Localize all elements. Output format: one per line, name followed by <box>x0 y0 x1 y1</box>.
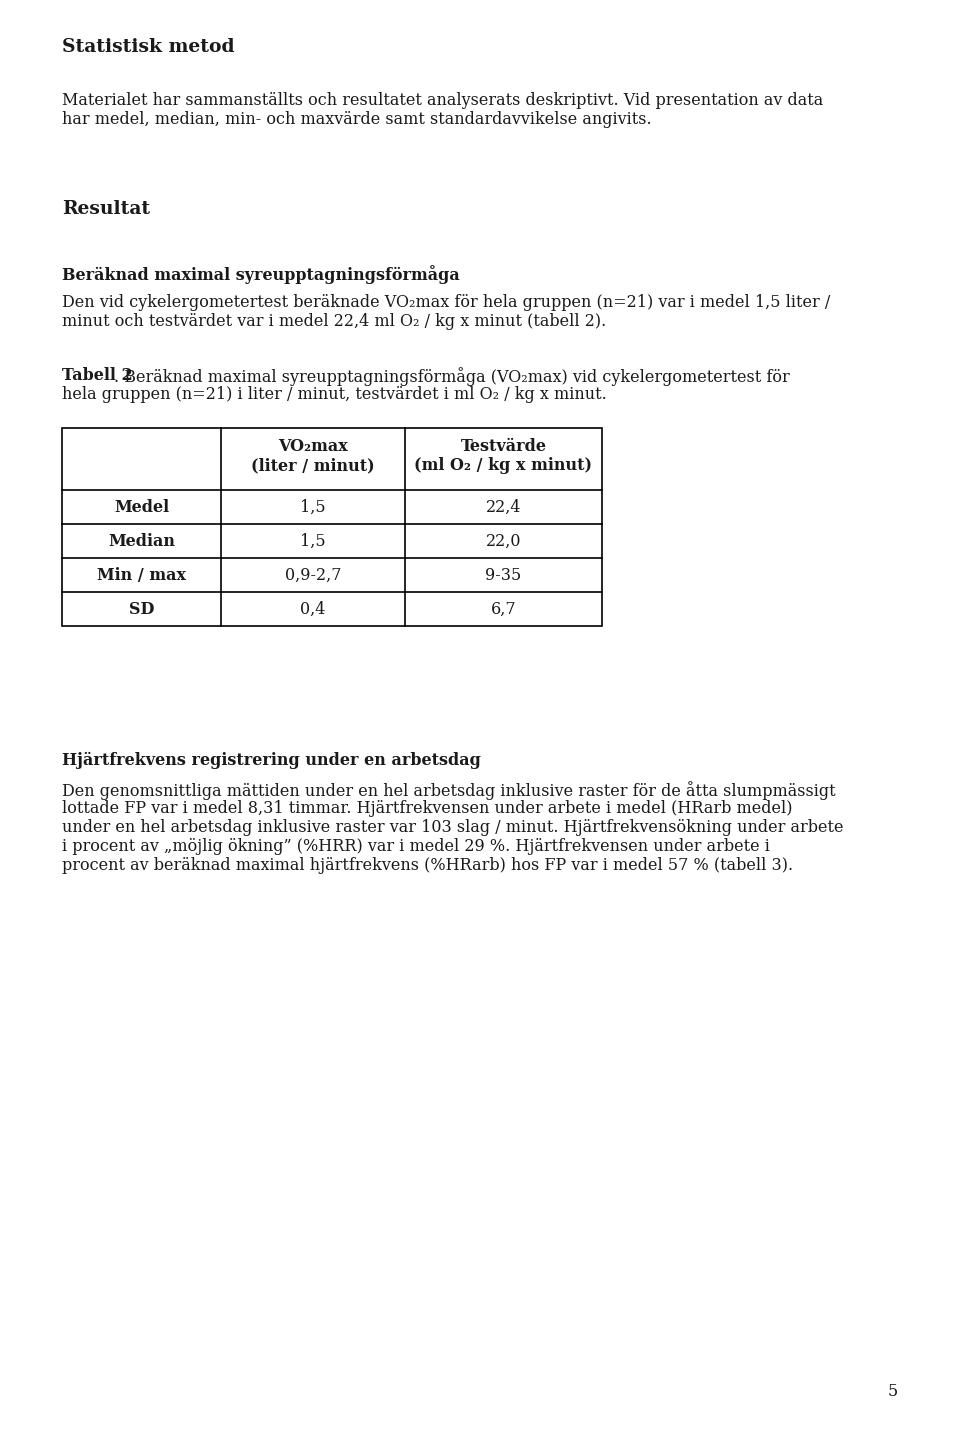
Text: 22,0: 22,0 <box>486 532 521 549</box>
Text: lottade FP var i medel 8,31 timmar. Hjärtfrekvensen under arbete i medel (HRarb : lottade FP var i medel 8,31 timmar. Hjär… <box>62 800 793 818</box>
Text: har medel, median, min- och maxvärde samt standardavvikelse angivits.: har medel, median, min- och maxvärde sam… <box>62 111 652 128</box>
Text: minut och testvärdet var i medel 22,4 ml O₂ / kg x minut (tabell 2).: minut och testvärdet var i medel 22,4 ml… <box>62 313 607 330</box>
Text: Den vid cykelergometertest beräknade VO₂max för hela gruppen (n=21) var i medel : Den vid cykelergometertest beräknade VO₂… <box>62 294 830 311</box>
Text: 0,4: 0,4 <box>300 600 325 617</box>
Text: 1,5: 1,5 <box>300 499 325 515</box>
Text: Testvärde: Testvärde <box>461 438 546 456</box>
Text: 5: 5 <box>888 1383 898 1400</box>
Text: hela gruppen (n=21) i liter / minut, testvärdet i ml O₂ / kg x minut.: hela gruppen (n=21) i liter / minut, tes… <box>62 386 607 402</box>
Text: 0,9-2,7: 0,9-2,7 <box>285 567 342 584</box>
Text: Materialet har sammanställts och resultatet analyserats deskriptivt. Vid present: Materialet har sammanställts och resulta… <box>62 92 824 110</box>
Text: Medel: Medel <box>114 499 169 515</box>
Text: 9-35: 9-35 <box>486 567 521 584</box>
Text: i procent av „möjlig ökning” (%HRR) var i medel 29 %. Hjärtfrekvensen under arbe: i procent av „möjlig ökning” (%HRR) var … <box>62 838 770 855</box>
Text: (ml O₂ / kg x minut): (ml O₂ / kg x minut) <box>415 457 592 474</box>
Bar <box>62 428 602 626</box>
Text: procent av beräknad maximal hjärtfrekvens (%HRarb) hos FP var i medel 57 % (tabe: procent av beräknad maximal hjärtfrekven… <box>62 857 793 874</box>
Text: Resultat: Resultat <box>62 200 150 218</box>
Text: . Beräknad maximal syreupptagningsförmåga (VO₂max) vid cykelergometertest för: . Beräknad maximal syreupptagningsförmåg… <box>114 368 790 386</box>
Text: Tabell 2: Tabell 2 <box>62 368 132 384</box>
Text: SD: SD <box>129 600 155 617</box>
Text: 1,5: 1,5 <box>300 532 325 549</box>
Text: VO₂max: VO₂max <box>278 438 348 456</box>
Text: (liter / minut): (liter / minut) <box>252 457 375 474</box>
Text: Min / max: Min / max <box>97 567 186 584</box>
Text: under en hel arbetsdag inklusive raster var 103 slag / minut. Hjärtfrekvensöknin: under en hel arbetsdag inklusive raster … <box>62 819 844 836</box>
Text: Hjärtfrekvens registrering under en arbetsdag: Hjärtfrekvens registrering under en arbe… <box>62 751 481 769</box>
Text: Beräknad maximal syreupptagningsförmåga: Beräknad maximal syreupptagningsförmåga <box>62 265 460 284</box>
Text: Den genomsnittliga mättiden under en hel arbetsdag inklusive raster för de åtta : Den genomsnittliga mättiden under en hel… <box>62 782 835 800</box>
Text: Statistisk metod: Statistisk metod <box>62 37 234 56</box>
Text: 22,4: 22,4 <box>486 499 521 515</box>
Text: 6,7: 6,7 <box>491 600 516 617</box>
Text: Median: Median <box>108 532 175 549</box>
